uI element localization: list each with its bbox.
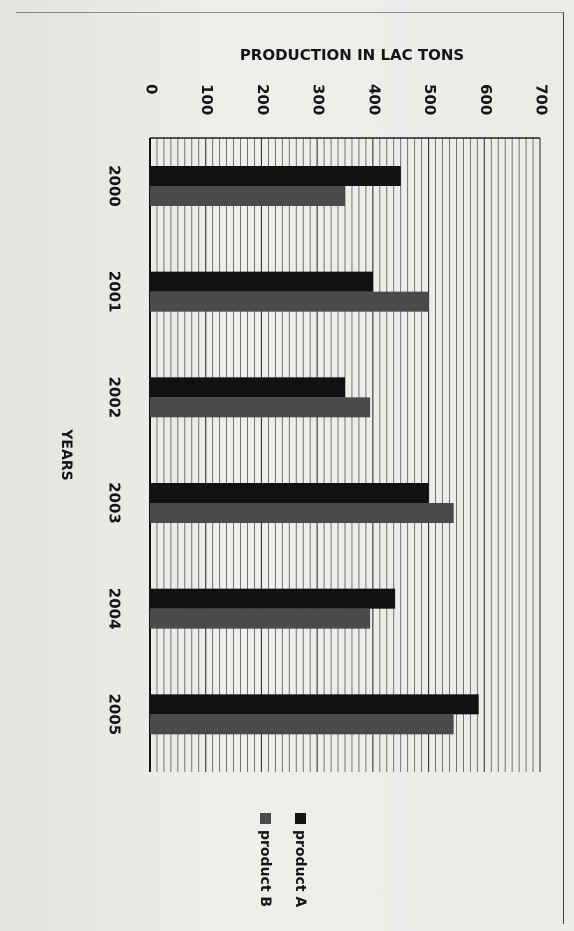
legend: product A product B: [257, 813, 308, 907]
legend-swatch: [260, 813, 271, 824]
bar: [150, 186, 345, 206]
bar: [150, 377, 345, 398]
category-label: 2002: [106, 376, 124, 418]
category-label: 2001: [106, 271, 124, 313]
legend-label: product A: [292, 830, 308, 907]
bar: [150, 166, 401, 186]
bar: [150, 588, 396, 609]
category-label: 2003: [106, 482, 124, 524]
bar: [150, 291, 429, 312]
bar: [150, 397, 371, 418]
value-tick-label: 600: [477, 84, 495, 115]
value-ticks: 0 100 200 300 400 500 600 700: [143, 84, 551, 115]
value-tick-label: 100: [198, 84, 216, 115]
bar: [150, 714, 454, 735]
category-label: 2004: [106, 588, 124, 630]
legend-swatch: [295, 813, 306, 824]
x-axis-label: YEARS: [58, 428, 74, 480]
category-label: 2000: [106, 165, 124, 207]
category-labels: 2000 2001 2002 2003 2004 2005: [106, 165, 124, 735]
bar: [150, 503, 454, 523]
value-tick-label: 700: [533, 84, 551, 115]
chart-title: PRODUCTION IN LAC TONS: [240, 46, 464, 64]
value-tick-label: 500: [421, 84, 439, 115]
bars: [150, 166, 479, 735]
value-tick-label: 200: [254, 84, 272, 115]
grid-lines: [149, 137, 541, 772]
value-tick-label: 0: [143, 84, 161, 94]
value-tick-label: 400: [365, 84, 383, 115]
bar: [150, 608, 371, 629]
bar: [150, 271, 373, 292]
bar: [150, 694, 479, 715]
bar: [150, 483, 429, 503]
chart-frame: [16, 12, 564, 924]
legend-label: product B: [257, 830, 273, 907]
value-tick-label: 300: [310, 84, 328, 115]
category-label: 2005: [106, 693, 124, 735]
